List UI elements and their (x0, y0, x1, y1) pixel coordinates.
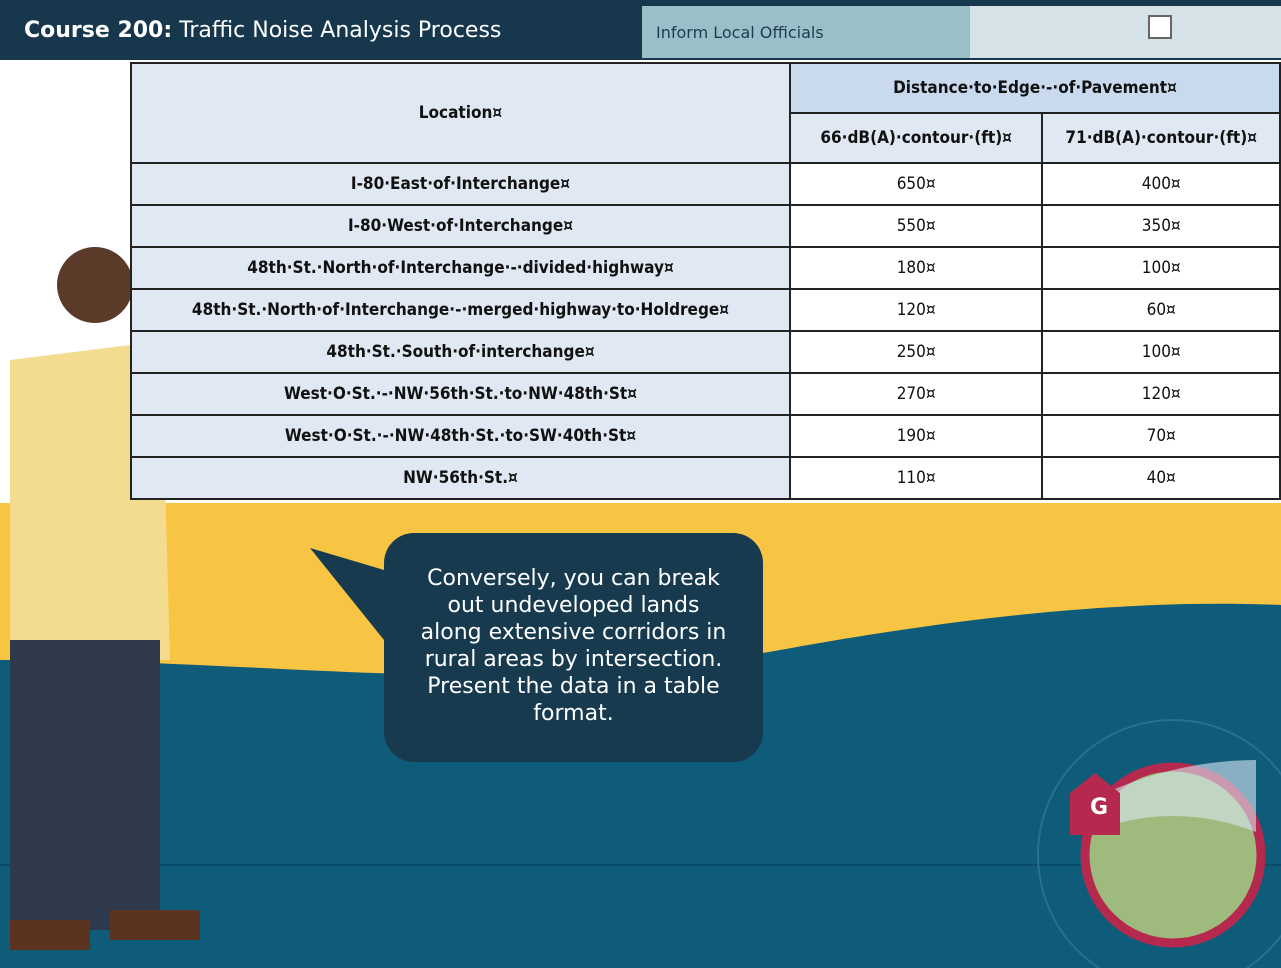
table-row: I-80·West·of·Interchange¤550¤350¤ (131, 205, 1280, 247)
distance-cell: 190¤ (790, 415, 1042, 457)
speech-bubble: Conversely, you can break out undevelope… (384, 533, 763, 762)
table-row: NW·56th·St.¤110¤40¤ (131, 457, 1280, 499)
checkbox[interactable] (1148, 15, 1172, 39)
course-name: Traffic Noise Analysis Process (179, 18, 501, 43)
table-row: West·O·St.·-·NW·56th·St.·to·NW·48th·St¤2… (131, 373, 1280, 415)
course-number: Course 200: (24, 18, 172, 43)
course-title: Course 200: Traffic Noise Analysis Proce… (24, 18, 501, 43)
distance-cell: 40¤ (1042, 457, 1280, 499)
distance-cell: 250¤ (790, 331, 1042, 373)
data-table: Location¤Distance·to·Edge·-·of·Pavement¤… (130, 62, 1281, 500)
header-location: Location¤ (131, 63, 790, 163)
location-cell: West·O·St.·-·NW·56th·St.·to·NW·48th·St¤ (131, 373, 790, 415)
distance-cell: 60¤ (1042, 289, 1280, 331)
distance-cell: 120¤ (790, 289, 1042, 331)
distance-cell: 550¤ (790, 205, 1042, 247)
distance-cell: 120¤ (1042, 373, 1280, 415)
location-cell: I-80·West·of·Interchange¤ (131, 205, 790, 247)
distance-cell: 100¤ (1042, 247, 1280, 289)
distance-cell: 100¤ (1042, 331, 1280, 373)
location-cell: West·O·St.·-·NW·48th·St.·to·SW·40th·St¤ (131, 415, 790, 457)
table-row: 48th·St.·South·of·interchange¤250¤100¤ (131, 331, 1280, 373)
location-cell: 48th·St.·North·of·Interchange·-·divided·… (131, 247, 790, 289)
location-cell: 48th·St.·South·of·interchange¤ (131, 331, 790, 373)
distance-cell: 650¤ (790, 163, 1042, 205)
distance-cell: 70¤ (1042, 415, 1280, 457)
distance-cell: 400¤ (1042, 163, 1280, 205)
distance-cell: 270¤ (790, 373, 1042, 415)
header-col: 66·dB(A)·contour·(ft)¤ (790, 113, 1042, 163)
table-row: West·O·St.·-·NW·48th·St.·to·SW·40th·St¤1… (131, 415, 1280, 457)
table-row: I-80·East·of·Interchange¤650¤400¤ (131, 163, 1280, 205)
table-row: 48th·St.·North·of·Interchange·-·divided·… (131, 247, 1280, 289)
location-cell: I-80·East·of·Interchange¤ (131, 163, 790, 205)
table-row: 48th·St.·North·of·Interchange·-·merged·h… (131, 289, 1280, 331)
distance-cell: 350¤ (1042, 205, 1280, 247)
distance-cell: 180¤ (790, 247, 1042, 289)
page: Course 200: Traffic Noise Analysis Proce… (0, 0, 1281, 968)
tab[interactable]: Inform Local Officials (642, 6, 970, 58)
distance-cell: 110¤ (790, 457, 1042, 499)
header-bar: Course 200: Traffic Noise Analysis Proce… (0, 0, 1281, 60)
badge: G (1090, 795, 1108, 820)
header-distance: Distance·to·Edge·-·of·Pavement¤ (790, 63, 1280, 113)
location-cell: NW·56th·St.¤ (131, 457, 790, 499)
location-cell: 48th·St.·North·of·Interchange·-·merged·h… (131, 289, 790, 331)
header-col: 71·dB(A)·contour·(ft)¤ (1042, 113, 1280, 163)
tab-empty (970, 6, 1281, 58)
